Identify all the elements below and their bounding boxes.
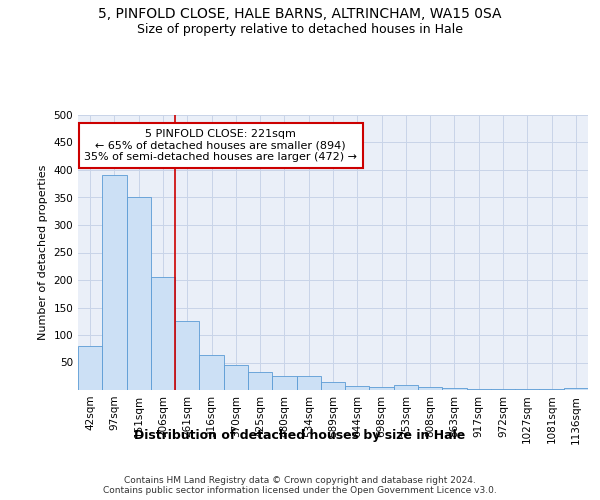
Bar: [418, 387, 442, 390]
Text: Contains HM Land Registry data © Crown copyright and database right 2024.
Contai: Contains HM Land Registry data © Crown c…: [103, 476, 497, 495]
Bar: [394, 384, 418, 390]
Bar: [296, 376, 321, 390]
Text: Distribution of detached houses by size in Hale: Distribution of detached houses by size …: [134, 428, 466, 442]
Bar: [78, 346, 102, 390]
Text: 5, PINFOLD CLOSE, HALE BARNS, ALTRINCHAM, WA15 0SA: 5, PINFOLD CLOSE, HALE BARNS, ALTRINCHAM…: [98, 8, 502, 22]
Bar: [515, 389, 539, 390]
Bar: [127, 198, 151, 390]
Bar: [370, 386, 394, 390]
Bar: [175, 322, 199, 390]
Y-axis label: Number of detached properties: Number of detached properties: [38, 165, 48, 340]
Bar: [199, 356, 224, 390]
Bar: [151, 277, 175, 390]
Bar: [467, 389, 491, 390]
Bar: [248, 372, 272, 390]
Bar: [224, 365, 248, 390]
Bar: [345, 386, 370, 390]
Bar: [102, 176, 127, 390]
Text: 5 PINFOLD CLOSE: 221sqm
← 65% of detached houses are smaller (894)
35% of semi-d: 5 PINFOLD CLOSE: 221sqm ← 65% of detache…: [85, 128, 358, 162]
Text: Size of property relative to detached houses in Hale: Size of property relative to detached ho…: [137, 22, 463, 36]
Bar: [491, 389, 515, 390]
Bar: [564, 388, 588, 390]
Bar: [442, 388, 467, 390]
Bar: [272, 376, 296, 390]
Bar: [321, 382, 345, 390]
